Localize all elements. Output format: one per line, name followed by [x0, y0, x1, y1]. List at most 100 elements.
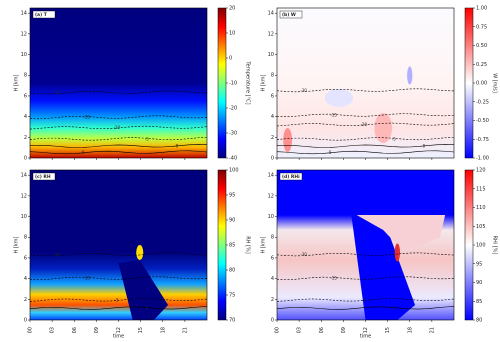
contour-label: 0	[393, 306, 396, 311]
y-tick-label: 0	[24, 318, 27, 324]
colorbar-tick-label: 95	[229, 193, 235, 199]
contour	[29, 298, 208, 302]
title-box	[279, 10, 303, 19]
colorbar-tick-label: 90	[476, 280, 482, 286]
y-tick-label: 10	[268, 52, 274, 58]
y-tick-label: 12	[268, 31, 274, 37]
x-tick-label: 15	[385, 327, 391, 333]
y-axis-label: H [km]	[261, 236, 267, 253]
colorbar-tick-label: -40	[229, 156, 237, 162]
contour	[29, 306, 208, 310]
colorbar-tick-label: 85	[229, 243, 235, 249]
panel-title: (c) RH	[35, 174, 51, 180]
contour	[29, 252, 208, 257]
y-tick-label: 8	[271, 73, 274, 79]
field	[30, 8, 207, 158]
colorbar-tick-label: 110	[476, 205, 486, 211]
contour-label: -5	[145, 136, 149, 141]
title-box	[279, 172, 303, 181]
colorbar-tick-label: 20	[229, 6, 235, 12]
contour-label: 5	[82, 150, 85, 155]
y-tick-label: 12	[268, 193, 274, 199]
y-tick-label: 14	[268, 173, 274, 179]
colorbar-tick-label: 120	[476, 168, 486, 174]
contour-label: -5	[115, 297, 119, 302]
contour-label: -10	[113, 125, 120, 130]
field	[277, 8, 454, 158]
y-tick-label: 6	[24, 93, 27, 99]
y-tick-label: 6	[24, 255, 27, 261]
title-box	[32, 10, 56, 19]
y-tick-label: 0	[271, 318, 274, 324]
field-patch	[356, 215, 446, 253]
contour-label: -5	[392, 136, 396, 141]
colorbar-tick-label: 90	[229, 218, 235, 224]
y-tick-label: 6	[271, 255, 274, 261]
colorbar-tick-label: 10	[229, 31, 235, 37]
colorbar	[464, 7, 474, 159]
contour-label: -15	[330, 113, 337, 118]
y-axis-label: H [km]	[14, 74, 20, 91]
colorbar-tick-label: 80	[476, 318, 482, 324]
field-patch	[374, 113, 393, 143]
x-tick-label: 09	[94, 327, 100, 333]
contour	[29, 136, 208, 141]
y-tick-label: 4	[271, 114, 274, 120]
y-axis-label: H [km]	[261, 74, 267, 91]
x-tick-label: 03	[297, 327, 303, 333]
colorbar-tick-label: 75	[229, 293, 235, 299]
field	[30, 170, 207, 320]
colorbar-tick-label: 100	[229, 168, 239, 174]
y-tick-label: 6	[271, 93, 274, 99]
y-tick-label: 14	[21, 173, 27, 179]
x-tick-label: 15	[138, 327, 144, 333]
contour	[29, 90, 208, 95]
colorbar-tick-label: 0	[229, 56, 232, 62]
x-tick-label: 09	[341, 327, 347, 333]
contour	[276, 144, 455, 148]
panel: -30 -15 -10 -5 0 5 0 2 4 6 8 10 12 14 H [km] (a) T 20 10 0…	[14, 6, 251, 162]
panel: -30 -15 -20 -5 0 5 0 2 4 6 8 10 12 14 H [km] (b) W 1.00 0…	[261, 6, 498, 162]
contour-label: 0	[146, 306, 149, 311]
contour	[29, 150, 208, 155]
contour	[276, 252, 455, 257]
y-tick-label: 10	[21, 52, 27, 58]
colorbar-tick-label: 70	[229, 318, 235, 324]
x-tick-label: 21	[429, 327, 435, 333]
colorbar-tick-label: -0.25	[476, 99, 489, 105]
y-tick-label: 12	[21, 31, 27, 37]
colorbar-tick-label: 0.25	[476, 62, 487, 68]
contour	[276, 122, 455, 127]
contour-label: -15	[83, 115, 90, 120]
y-tick-label: 12	[21, 193, 27, 199]
panel-title: (d) RHi	[282, 174, 300, 180]
y-tick-label: 10	[268, 214, 274, 220]
contour	[276, 298, 455, 302]
contour-label: -30	[53, 90, 60, 95]
colorbar-tick-label: 1.00	[476, 6, 487, 12]
y-axis-label: H [km]	[14, 236, 20, 253]
colorbar-tick-label: -20	[229, 106, 237, 112]
colorbar	[464, 169, 474, 321]
y-tick-label: 4	[24, 276, 27, 282]
colorbar-tick-label: 115	[476, 186, 486, 192]
field-patch	[136, 245, 144, 260]
colorbar-tick-label: -30	[229, 131, 237, 137]
contour	[29, 144, 208, 148]
contour-label: -30	[300, 252, 307, 257]
colorbar-tick-label: 105	[476, 224, 486, 230]
field-patch	[118, 260, 169, 320]
x-tick-label: 12	[363, 327, 369, 333]
y-tick-label: 10	[21, 214, 27, 220]
x-tick-label: 06	[72, 327, 78, 333]
x-tick-label: 21	[182, 327, 188, 333]
colorbar-tick-label: -0.75	[476, 137, 489, 143]
colorbar-tick-label: 100	[476, 243, 486, 249]
y-tick-label: 8	[24, 73, 27, 79]
x-axis-label: time	[360, 334, 371, 339]
field-patch	[324, 89, 354, 107]
panel-title: (a) T	[35, 12, 48, 18]
y-tick-label: 2	[24, 297, 27, 303]
